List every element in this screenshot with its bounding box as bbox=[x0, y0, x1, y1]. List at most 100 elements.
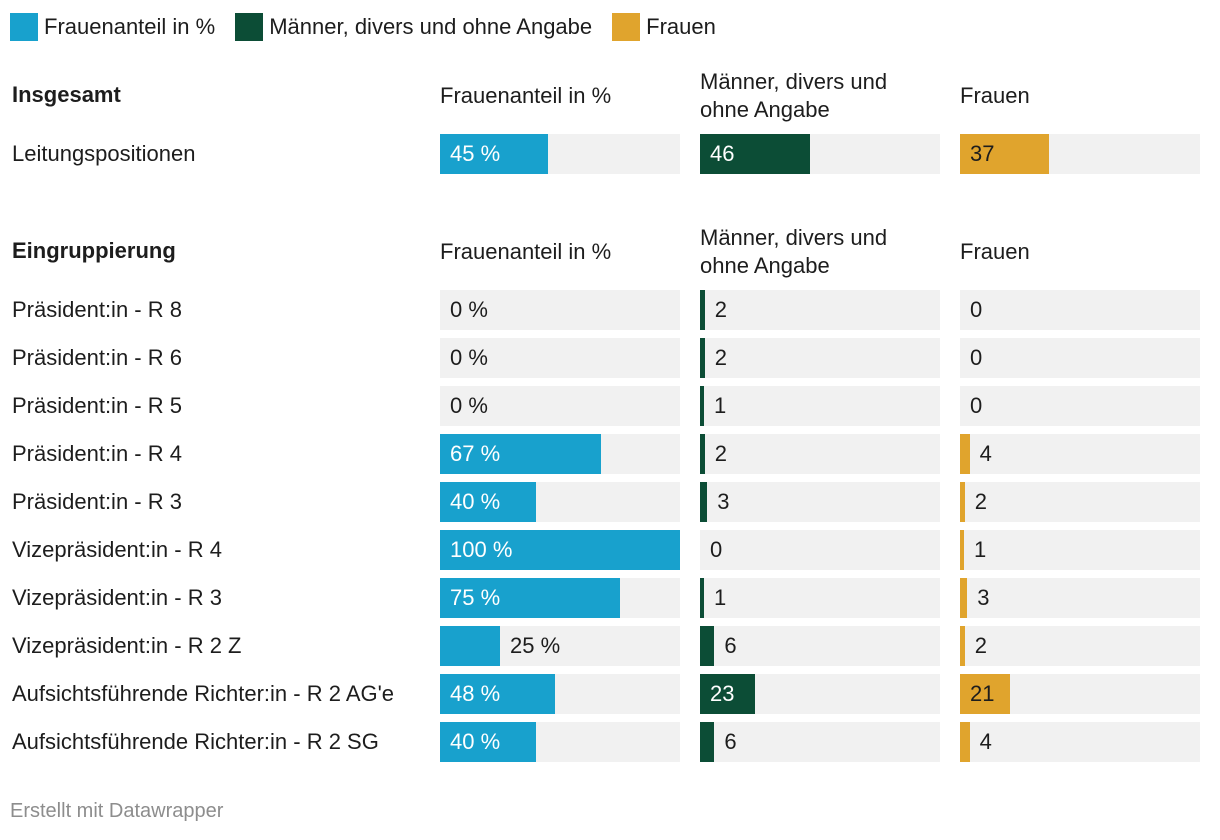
section-title: Insgesamt bbox=[12, 82, 121, 107]
bar-value-share: 0 % bbox=[450, 297, 488, 322]
bar-value-men: 2 bbox=[714, 441, 728, 466]
bar-track-share: 40 % bbox=[440, 482, 680, 522]
bar-value-women: 2 bbox=[974, 489, 988, 514]
column-header-men: Männer, divers und ohne Angabe bbox=[700, 69, 888, 122]
legend-item-women: Frauen bbox=[612, 13, 716, 41]
bar-track-men: 2 bbox=[700, 290, 940, 330]
bar-value-share: 48 % bbox=[450, 681, 501, 706]
bar-women bbox=[960, 530, 964, 570]
bar-men bbox=[700, 578, 704, 618]
bar-value-men: 2 bbox=[714, 297, 728, 322]
row-label: Präsident:in - R 5 bbox=[12, 393, 182, 418]
legend-swatch-share bbox=[10, 13, 38, 41]
row-label: Leitungspositionen bbox=[12, 141, 196, 166]
bar-men bbox=[700, 722, 715, 762]
bar-value-women: 0 bbox=[970, 345, 983, 370]
row-label: Präsident:in - R 6 bbox=[12, 345, 182, 370]
bar-men bbox=[700, 434, 705, 474]
bar-track-men: 46 bbox=[700, 134, 940, 174]
bar-value-men: 6 bbox=[724, 729, 737, 754]
bar-track-share: 0 % bbox=[440, 290, 680, 330]
bar-track-women: 2 bbox=[960, 626, 1200, 666]
bar-share bbox=[440, 722, 536, 762]
legend: Frauenanteil in % Männer, divers und ohn… bbox=[10, 12, 736, 42]
section-title: Eingruppierung bbox=[12, 238, 176, 263]
bar-value-women: 0 bbox=[970, 393, 983, 418]
bar-value-women: 1 bbox=[974, 537, 987, 562]
bar-share bbox=[440, 674, 556, 714]
bar-track-share: 75 % bbox=[440, 578, 680, 618]
bar-track-men: 2 bbox=[700, 338, 940, 378]
bar-track-share: 0 % bbox=[440, 386, 680, 426]
bar-value-women: 2 bbox=[974, 633, 988, 658]
bar-men bbox=[700, 290, 705, 330]
bar-value-share: 40 % bbox=[450, 729, 501, 754]
bar-share bbox=[440, 482, 536, 522]
bar-value-men: 1 bbox=[714, 393, 727, 418]
bar-track-women: 0 bbox=[960, 338, 1200, 378]
bar-women bbox=[960, 722, 970, 762]
bar-track-men: 3 bbox=[700, 482, 940, 522]
legend-label-men: Männer, divers und ohne Angabe bbox=[269, 14, 593, 39]
bar-value-men: 46 bbox=[710, 141, 735, 166]
legend-item-men: Männer, divers und ohne Angabe bbox=[235, 13, 592, 41]
bar-share bbox=[440, 434, 601, 474]
bar-track-men: 0 bbox=[700, 530, 940, 570]
row-label: Vizepräsident:in - R 4 bbox=[12, 537, 222, 562]
column-header-share: Frauenanteil in % bbox=[440, 83, 612, 108]
bar-value-men: 3 bbox=[717, 489, 730, 514]
bar-value-share: 0 % bbox=[450, 345, 488, 370]
row-label: Vizepräsident:in - R 3 bbox=[12, 585, 222, 610]
bar-track-women: 0 bbox=[960, 290, 1200, 330]
bar-track-women: 3 bbox=[960, 578, 1200, 618]
column-header-share: Frauenanteil in % bbox=[440, 239, 612, 264]
bar-men bbox=[700, 482, 708, 522]
bar-value-men: 23 bbox=[710, 681, 735, 706]
bar-track-men: 6 bbox=[700, 626, 940, 666]
bar-men bbox=[700, 134, 811, 174]
column-header-women: Frauen bbox=[960, 239, 1030, 264]
bar-track-men: 1 bbox=[700, 578, 940, 618]
row-label: Präsident:in - R 8 bbox=[12, 297, 182, 322]
bar-track-share: 25 % bbox=[440, 626, 680, 666]
bar-track-share: 48 % bbox=[440, 674, 680, 714]
legend-swatch-men bbox=[235, 13, 264, 41]
bar-track-men: 2 bbox=[700, 434, 940, 474]
bar-value-share: 75 % bbox=[450, 585, 501, 610]
bar-track-share: 67 % bbox=[440, 434, 680, 474]
bar-value-share: 25 % bbox=[510, 633, 561, 658]
bar-value-women: 0 bbox=[970, 297, 983, 322]
legend-label-share: Frauenanteil in % bbox=[44, 14, 216, 39]
bar-share bbox=[440, 134, 548, 174]
bar-track-share: 100 % bbox=[440, 530, 680, 570]
row-label: Vizepräsident:in - R 2 Z bbox=[12, 633, 242, 658]
column-header-women: Frauen bbox=[960, 83, 1030, 108]
bar-men bbox=[700, 626, 715, 666]
bar-track-women: 4 bbox=[960, 434, 1200, 474]
row-label: Präsident:in - R 4 bbox=[12, 441, 182, 466]
bar-track-women: 37 bbox=[960, 134, 1200, 174]
bar-value-men: 1 bbox=[714, 585, 727, 610]
bar-value-men: 6 bbox=[724, 633, 737, 658]
bar-share bbox=[440, 626, 500, 666]
bar-women bbox=[960, 134, 1049, 174]
bar-women bbox=[960, 578, 968, 618]
bar-track-women: 0 bbox=[960, 386, 1200, 426]
bar-value-women: 3 bbox=[977, 585, 990, 610]
bar-track-share: 40 % bbox=[440, 722, 680, 762]
bar-value-men: 2 bbox=[714, 345, 728, 370]
bar-share bbox=[440, 578, 620, 618]
bar-track-share: 0 % bbox=[440, 338, 680, 378]
bar-women bbox=[960, 626, 965, 666]
bar-women bbox=[960, 674, 1011, 714]
bar-value-share: 67 % bbox=[450, 441, 501, 466]
bar-track-women: 4 bbox=[960, 722, 1200, 762]
bar-track-men: 1 bbox=[700, 386, 940, 426]
legend-item-share: Frauenanteil in % bbox=[10, 13, 215, 41]
column-header-men: Männer, divers und ohne Angabe bbox=[700, 225, 888, 278]
bar-track-women: 1 bbox=[960, 530, 1200, 570]
bar-track-men: 23 bbox=[700, 674, 940, 714]
legend-label-women: Frauen bbox=[646, 14, 716, 39]
bar-track-share: 45 % bbox=[440, 134, 680, 174]
bar-value-women: 21 bbox=[970, 681, 995, 706]
